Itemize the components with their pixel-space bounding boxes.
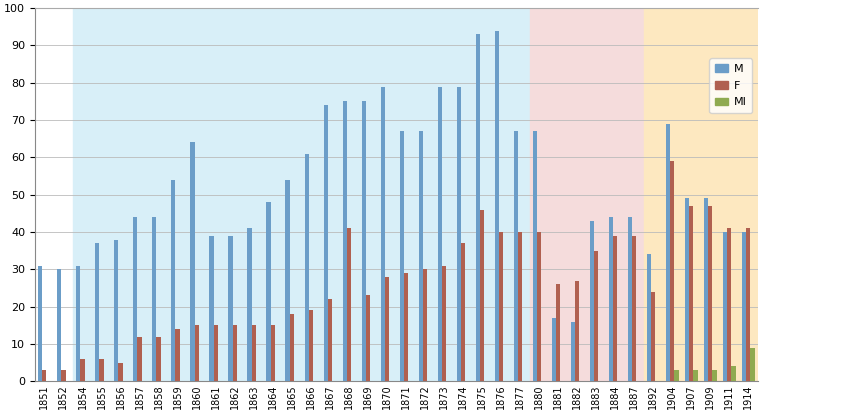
Bar — [751, 348, 754, 381]
Bar — [537, 232, 541, 381]
Bar — [57, 269, 61, 381]
Bar — [248, 228, 252, 381]
Bar — [195, 325, 198, 381]
Bar — [533, 131, 537, 381]
Bar — [613, 236, 617, 381]
Bar — [327, 299, 332, 381]
Bar — [362, 102, 365, 381]
Bar — [343, 102, 346, 381]
Bar — [594, 251, 598, 381]
Bar — [76, 266, 81, 381]
Bar — [442, 266, 446, 381]
Bar — [552, 318, 556, 381]
Bar — [685, 199, 689, 381]
Bar — [267, 202, 271, 381]
Bar — [647, 254, 651, 381]
Bar — [61, 370, 66, 381]
Bar — [214, 325, 217, 381]
Bar — [324, 105, 327, 381]
Bar — [81, 359, 85, 381]
Bar — [42, 370, 47, 381]
Bar — [119, 363, 123, 381]
Bar — [556, 284, 560, 381]
Bar — [346, 228, 351, 381]
Bar — [461, 243, 465, 381]
Bar — [305, 154, 308, 381]
Bar — [252, 325, 255, 381]
Bar — [666, 124, 670, 381]
Bar — [727, 228, 732, 381]
Bar — [38, 266, 42, 381]
Bar — [651, 292, 656, 381]
Bar — [514, 131, 518, 381]
Bar — [152, 217, 157, 381]
Bar — [133, 217, 138, 381]
Bar — [100, 359, 104, 381]
Bar — [73, 8, 530, 381]
Bar — [210, 236, 214, 381]
Bar — [713, 370, 717, 381]
Bar — [289, 314, 294, 381]
Bar — [632, 236, 637, 381]
Bar — [704, 199, 708, 381]
Bar — [742, 232, 746, 381]
Bar — [114, 240, 119, 381]
Bar — [609, 217, 613, 381]
Bar — [694, 370, 698, 381]
Bar — [191, 142, 195, 381]
Bar — [229, 236, 233, 381]
Bar — [176, 329, 179, 381]
Bar — [475, 34, 480, 381]
Bar — [437, 87, 442, 381]
Bar — [689, 206, 694, 381]
Bar — [385, 277, 389, 381]
Bar — [138, 337, 142, 381]
Bar — [233, 325, 236, 381]
Bar — [171, 180, 176, 381]
Bar — [423, 269, 427, 381]
Bar — [308, 311, 313, 381]
Bar — [499, 232, 503, 381]
Bar — [590, 221, 594, 381]
Bar — [286, 180, 289, 381]
Bar — [732, 366, 735, 381]
Bar — [418, 131, 423, 381]
Bar — [399, 131, 404, 381]
Bar — [518, 232, 522, 381]
Bar — [571, 322, 575, 381]
Legend: M, F, MI: M, F, MI — [709, 59, 753, 113]
Bar — [675, 370, 679, 381]
Bar — [456, 87, 461, 381]
Bar — [95, 243, 100, 381]
Bar — [365, 295, 370, 381]
Bar — [643, 8, 758, 381]
Bar — [530, 8, 643, 381]
Bar — [494, 31, 499, 381]
Bar — [723, 232, 727, 381]
Bar — [628, 217, 632, 381]
Bar — [381, 87, 385, 381]
Bar — [157, 337, 161, 381]
Bar — [575, 280, 579, 381]
Bar — [404, 273, 408, 381]
Bar — [708, 206, 713, 381]
Bar — [271, 325, 275, 381]
Bar — [35, 8, 73, 381]
Bar — [670, 161, 675, 381]
Bar — [480, 210, 484, 381]
Bar — [746, 228, 751, 381]
